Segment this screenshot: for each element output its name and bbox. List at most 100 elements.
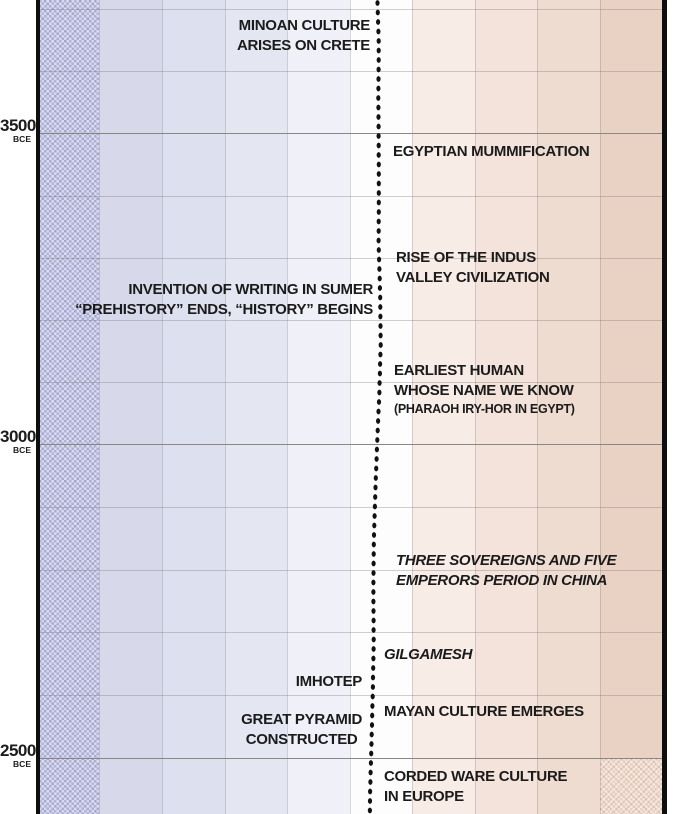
gradient-band-1 [99, 0, 162, 814]
trace-dot [374, 456, 379, 462]
gradient-band-4 [287, 0, 350, 814]
event-label-line: MINOAN CULTURE [238, 17, 371, 34]
gradient-band-7 [475, 0, 537, 814]
trace-dot [376, 76, 381, 82]
trace-dot [376, 180, 381, 187]
event-label-line: MAYAN CULTURE EMERGES [384, 703, 584, 720]
trace-dot [376, 19, 381, 25]
event-label-line: EMPERORS PERIOD IN CHINA [396, 572, 608, 589]
trace-dot [376, 247, 381, 253]
century-gridline-vertical [287, 0, 288, 814]
axis-tick-3500-bce: 3500 BCE [0, 117, 36, 144]
event-label-line: ARISES ON CRETE [236, 37, 370, 54]
trace-dot [370, 693, 375, 700]
century-gridline-horizontal [39, 382, 662, 383]
trace-dot [376, 171, 381, 177]
trace-dot [376, 228, 381, 234]
century-gridline-vertical [475, 0, 476, 814]
trace-dot [376, 399, 382, 405]
trace-dot [376, 28, 381, 35]
labeled-century-gridline [39, 444, 662, 445]
trace-dot [371, 589, 376, 595]
trace-dot [371, 579, 376, 586]
tick-year-label: 2500 [0, 741, 36, 760]
trace-dot [377, 389, 382, 396]
century-gridline-vertical [350, 0, 351, 814]
trace-dot [376, 104, 381, 111]
century-gridline-vertical [412, 0, 413, 814]
trace-dot [378, 323, 383, 329]
trace-dot [370, 712, 375, 719]
trace-dot [368, 779, 373, 785]
trace-dot [378, 294, 383, 301]
trace-dot [376, 142, 381, 149]
century-gridline-horizontal [39, 695, 662, 696]
trace-dot [376, 209, 381, 215]
trace-dot [374, 465, 379, 472]
century-gridline-horizontal [39, 258, 662, 259]
century-gridline-vertical [162, 0, 163, 814]
trace-dot [378, 304, 383, 310]
trace-dot [375, 427, 380, 434]
event-label-line: GREAT PYRAMID [241, 711, 362, 728]
event-label-line: THREE SOVEREIGNS AND FIVE [396, 552, 617, 569]
event-label-gilgamesh: GILGAMESH [384, 645, 472, 665]
event-label-line: IMHOTEP [295, 673, 363, 690]
trace-dot [370, 703, 375, 709]
century-gridline-vertical [600, 0, 601, 814]
trace-dot [376, 57, 381, 63]
trace-dot [368, 760, 373, 766]
trace-dot [376, 190, 381, 196]
trace-dot [367, 798, 373, 804]
labeled-century-gridline [39, 758, 662, 759]
trace-dot [376, 408, 381, 415]
trace-dot [372, 513, 377, 519]
event-label-writing: INVENTION OF WRITING IN SUMER “PREHISTORY… [75, 280, 373, 320]
trace-dot [371, 608, 376, 614]
trace-dot [376, 237, 381, 244]
gradient-band-3 [225, 0, 287, 814]
right-frame-line [662, 0, 667, 814]
trace-dot [368, 788, 373, 795]
event-label-line: “PREHISTORY” ENDS, “HISTORY” BEGINS [75, 301, 373, 318]
trace-dot [376, 418, 381, 424]
gradient-band-6 [412, 0, 475, 814]
trace-dot [371, 532, 377, 538]
trace-dot [367, 807, 372, 814]
event-label-line: IN EUROPE [384, 788, 464, 805]
axis-tick-2500-bce: 2500 BCE [0, 741, 36, 769]
trace-dot [377, 256, 382, 263]
gradient-band-2 [162, 0, 225, 814]
trace-dot [376, 85, 381, 92]
trace-dot [373, 484, 378, 491]
trace-dot [371, 655, 376, 662]
tick-era-label: BCE [13, 134, 31, 144]
trace-dot [375, 437, 380, 443]
gradient-band-5 [350, 0, 412, 814]
trace-dot [369, 741, 374, 747]
noise-texture [39, 0, 99, 814]
trace-dot [378, 313, 383, 320]
century-gridline-vertical [537, 0, 538, 814]
event-label-egyptian: EGYPTIAN MUMMIFICATION [393, 142, 590, 162]
event-label-line: (PHARAOH IRY-HOR IN EGYPT) [394, 402, 575, 416]
event-label-line: GILGAMESH [384, 646, 473, 663]
trace-dot [371, 541, 376, 548]
trace-dot [372, 503, 377, 510]
trace-dot [376, 123, 381, 130]
century-gridline-horizontal [39, 320, 662, 321]
trace-dot [369, 750, 374, 757]
event-label-imhotep: IMHOTEP [295, 672, 363, 692]
trace-dot [370, 674, 376, 681]
century-gridline-horizontal [39, 71, 662, 72]
century-gridline-horizontal [39, 507, 662, 508]
tick-era-label: BCE [13, 445, 31, 455]
event-label-line: CORDED WARE CULTURE [384, 768, 568, 785]
event-label-line: RISE OF THE INDUS [396, 249, 536, 266]
trace-dot [378, 361, 383, 367]
trace-dot [376, 114, 381, 120]
trace-dot [375, 0, 380, 6]
trace-dot [371, 636, 376, 643]
